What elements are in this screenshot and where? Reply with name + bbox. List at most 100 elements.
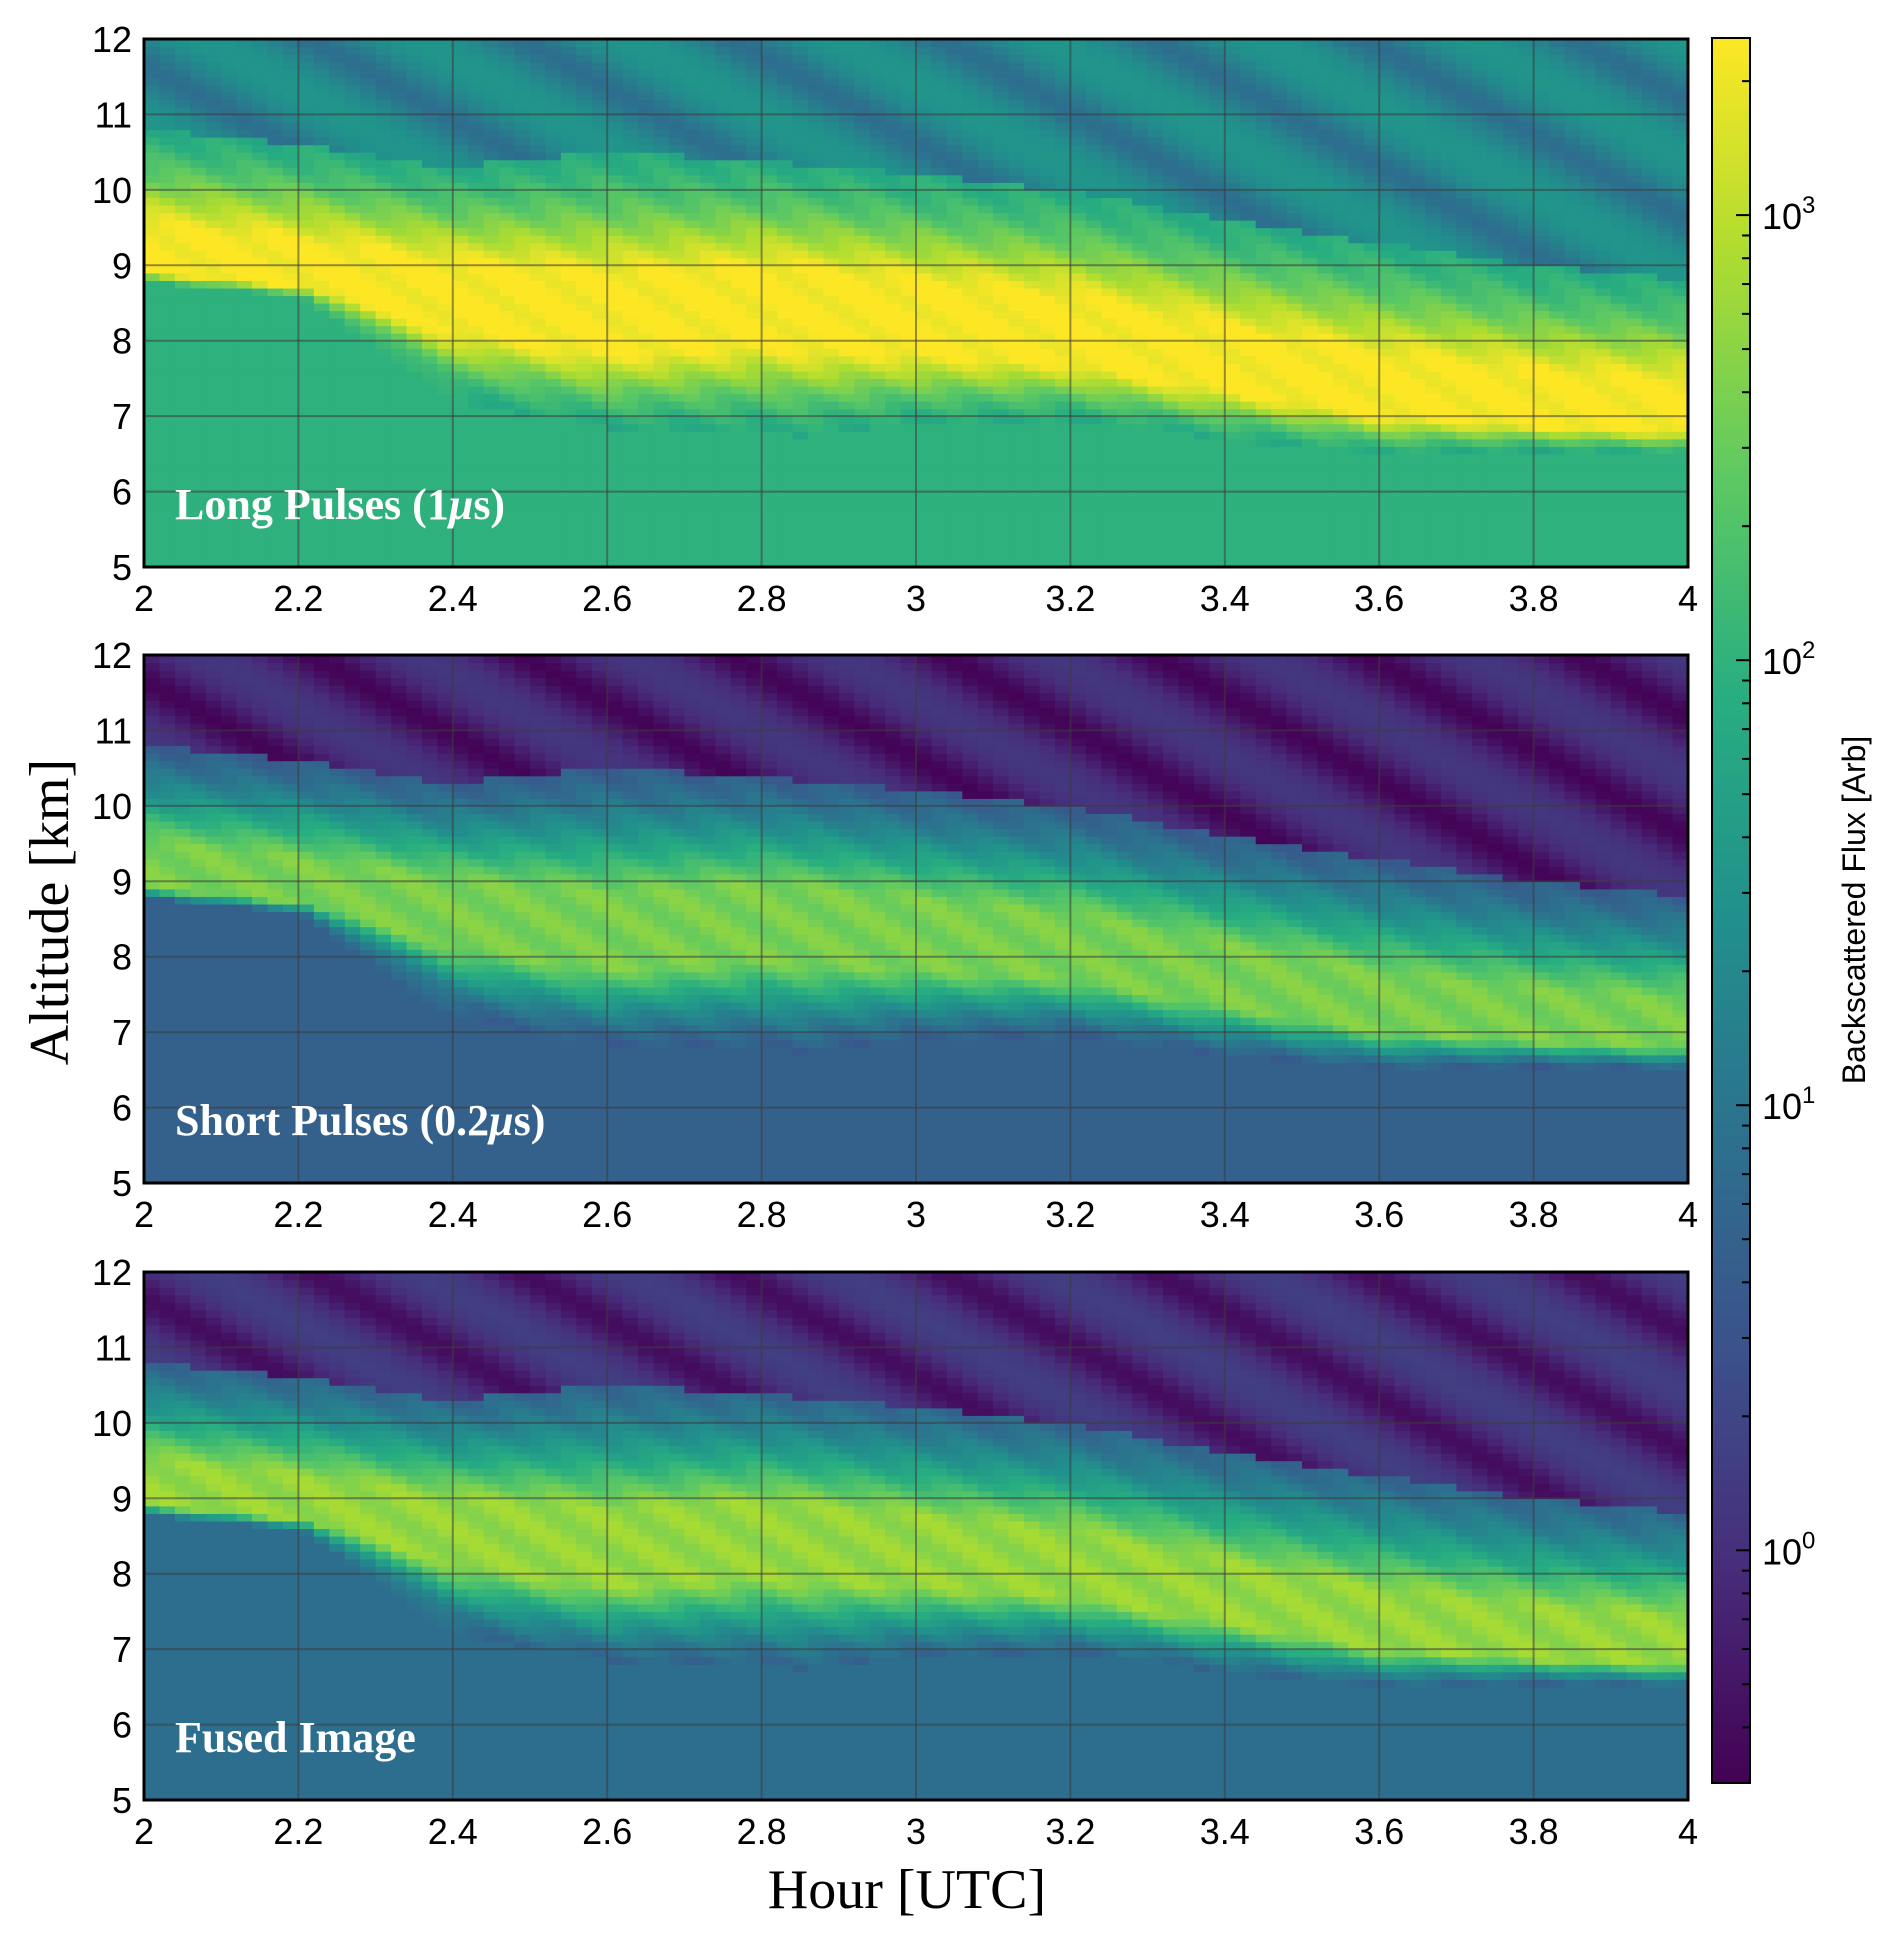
heatmap-cell — [344, 325, 361, 334]
heatmap-cell — [1054, 484, 1071, 493]
heatmap-cell — [807, 408, 824, 417]
heatmap-cell — [854, 551, 871, 561]
heatmap-cell — [807, 212, 824, 221]
heatmap-cell — [946, 152, 963, 161]
heatmap-cell — [360, 46, 377, 55]
heatmap-cell — [1209, 514, 1226, 523]
heatmap-cell — [221, 144, 238, 153]
heatmap-cell — [1116, 197, 1133, 206]
heatmap-cell — [792, 431, 809, 440]
heatmap-cell — [1193, 401, 1210, 410]
heatmap-cell — [560, 152, 577, 161]
heatmap-cell — [1147, 559, 1164, 567]
heatmap-cell — [900, 431, 917, 440]
heatmap-cell — [313, 46, 330, 55]
heatmap-cell — [190, 69, 207, 78]
heatmap-cell — [715, 355, 732, 364]
heatmap-cell — [406, 295, 423, 304]
heatmap-cell — [869, 521, 886, 530]
heatmap-cell — [437, 461, 454, 470]
heatmap-cell — [1101, 257, 1118, 266]
heatmap-cell — [792, 174, 809, 183]
heatmap-cell — [1085, 235, 1102, 244]
heatmap-cell — [807, 393, 824, 402]
heatmap-cell — [931, 99, 948, 108]
heatmap-cell — [221, 167, 238, 176]
heatmap-cell — [807, 423, 824, 432]
heatmap-cell — [344, 529, 361, 538]
heatmap-cell — [622, 355, 639, 364]
heatmap-cell — [1085, 476, 1102, 485]
heatmap-cell — [560, 536, 577, 545]
heatmap-cell — [576, 521, 593, 530]
heatmap-cell — [638, 408, 655, 417]
heatmap-cell — [869, 370, 886, 380]
heatmap-cell — [653, 167, 670, 176]
heatmap-cell — [653, 144, 670, 153]
heatmap-cell — [437, 121, 454, 131]
heatmap-cell — [854, 453, 871, 462]
heatmap-cell — [622, 446, 639, 455]
heatmap-cell — [1224, 54, 1241, 63]
heatmap-cell — [1008, 499, 1025, 508]
heatmap-cell — [514, 378, 531, 387]
heatmap-cell — [607, 227, 624, 236]
heatmap-cell — [313, 333, 330, 342]
heatmap-cell — [977, 84, 994, 93]
heatmap-cell — [159, 84, 176, 93]
heatmap-cell — [159, 174, 176, 183]
heatmap-cell — [468, 46, 485, 55]
heatmap-cell — [622, 303, 639, 312]
heatmap-cell — [1101, 197, 1118, 206]
heatmap-cell — [406, 54, 423, 63]
heatmap-cell — [931, 333, 948, 342]
heatmap-cell — [391, 84, 408, 93]
heatmap-cell — [1116, 76, 1133, 85]
heatmap-cell — [1193, 378, 1210, 387]
heatmap-cell — [313, 416, 330, 425]
heatmap-cell — [514, 393, 531, 402]
heatmap-cell — [1147, 499, 1164, 508]
heatmap-cell — [1224, 348, 1241, 357]
heatmap-cell — [1147, 370, 1164, 380]
heatmap-cell — [591, 393, 608, 402]
heatmap-cell — [962, 46, 979, 55]
heatmap-cell — [638, 227, 655, 236]
heatmap-cell — [406, 340, 423, 349]
heatmap-cell — [545, 325, 562, 334]
heatmap-cell — [483, 544, 500, 553]
heatmap-cell — [653, 551, 670, 561]
heatmap-cell — [1240, 499, 1257, 508]
heatmap-cell — [344, 91, 361, 100]
heatmap-cell — [900, 189, 917, 198]
heatmap-cell — [977, 340, 994, 349]
heatmap-cell — [1101, 385, 1118, 395]
heatmap-cell — [1132, 385, 1149, 395]
heatmap-cell — [607, 521, 624, 530]
heatmap-cell — [499, 431, 516, 440]
heatmap-cell — [653, 468, 670, 478]
heatmap-cell — [854, 559, 871, 567]
heatmap-cell — [1054, 106, 1071, 116]
heatmap-cell — [483, 333, 500, 342]
heatmap-cell — [1224, 521, 1241, 530]
heatmap-cell — [437, 182, 454, 191]
heatmap-cell — [607, 431, 624, 440]
heatmap-cell — [1070, 212, 1087, 221]
heatmap-cell — [344, 106, 361, 116]
heatmap-cell — [437, 76, 454, 85]
heatmap-cell — [190, 235, 207, 244]
heatmap-cell — [1224, 303, 1241, 312]
heatmap-cell — [1132, 144, 1149, 153]
heatmap-cell — [668, 235, 685, 244]
heatmap-cell — [591, 491, 608, 500]
heatmap-cell — [1147, 536, 1164, 545]
heatmap-cell — [1193, 220, 1210, 229]
heatmap-cell — [267, 167, 284, 176]
heatmap-cell — [267, 476, 284, 485]
heatmap-cell — [576, 257, 593, 266]
heatmap-cell — [931, 46, 948, 55]
heatmap-cell — [360, 265, 377, 274]
heatmap-cell — [715, 453, 732, 462]
heatmap-cell — [854, 401, 871, 410]
